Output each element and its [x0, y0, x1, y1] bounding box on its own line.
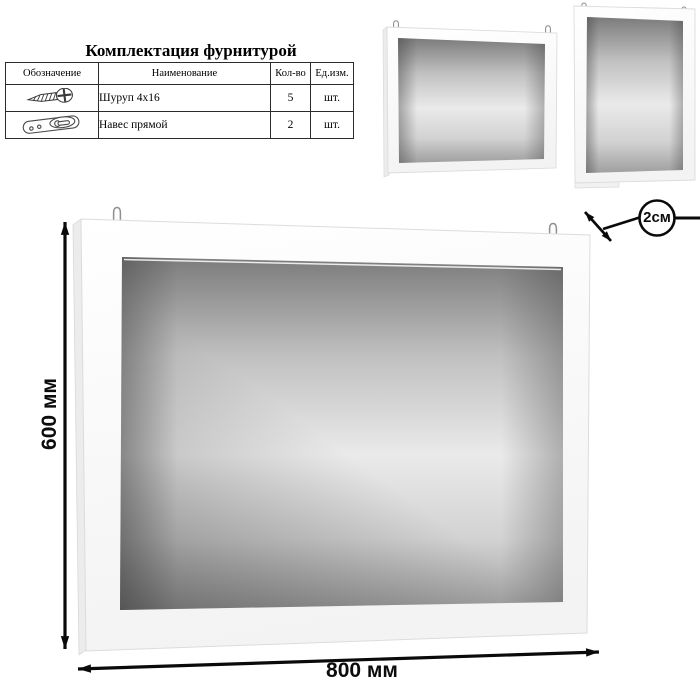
mirror-glass-corner-shading [120, 257, 563, 610]
item-quantity: 2 [270, 111, 311, 139]
mirror-thumbnail-landscape [382, 20, 558, 178]
item-name: Шуруп 4x16 [98, 84, 271, 112]
item-unit: шт. [310, 111, 354, 139]
hanger-loop-icon [112, 206, 122, 222]
column-header-quantity: Кол-во [270, 62, 311, 85]
mirror-glass-shading [586, 17, 683, 173]
mirror-thumbnail-portrait [573, 2, 696, 189]
width-dimension-arrow [77, 648, 600, 673]
item-unit: шт. [310, 84, 354, 112]
item-quantity: 5 [270, 84, 311, 112]
column-header-designation: Обозначение [5, 62, 99, 85]
depth-callout-circle [638, 199, 676, 237]
hardware-table-title: Комплектация фурнитурой [85, 41, 297, 60]
depth-dimension-arrow [583, 211, 613, 242]
column-header-name: Наименование [98, 62, 271, 85]
hanger-icon [22, 114, 80, 134]
mirror-glass-shading [398, 38, 545, 163]
height-dimension-label: 600 мм [38, 378, 61, 450]
screw-icon [26, 87, 73, 103]
table-row-hanger: Навес прямой 2 шт. [5, 111, 354, 139]
table-row-screw: Шуруп 4x16 5 шт. [5, 84, 354, 112]
item-name: Навес прямой [98, 111, 271, 139]
dimension-annotations [60, 199, 700, 673]
hardware-table-header-row: Обозначение Наименование Кол-во Ед.изм. [5, 62, 354, 85]
mirror-front-view [72, 206, 591, 656]
mirror-bevel-highlight [123, 258, 562, 271]
callout-connector-line [602, 215, 642, 231]
depth-dimension-label: 2см [643, 209, 671, 226]
width-dimension-label: 800 мм [326, 659, 398, 682]
column-header-unit: Ед.изм. [310, 62, 354, 85]
hardware-table: Обозначение Наименование Кол-во Ед.изм. [5, 62, 354, 139]
